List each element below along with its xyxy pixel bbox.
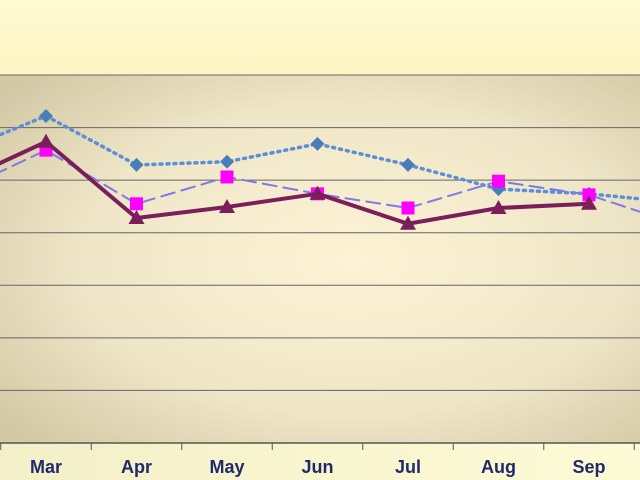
marker [38,133,54,148]
marker [130,197,143,211]
marker [490,200,507,215]
marker [581,195,597,210]
background [0,0,640,75]
marker [220,154,234,169]
marker [400,215,416,230]
x-tick-label: Apr [121,457,152,477]
marker [401,157,415,172]
marker [582,188,596,202]
x-tick-label: Jun [301,457,333,477]
marker [220,170,234,184]
marker [129,157,144,172]
marker [128,209,145,224]
marker [219,198,235,213]
x-tick-label: Jul [395,457,421,477]
x-tick-label: Sep [572,457,605,477]
plot-area [0,75,640,443]
x-tick-label: Mar [30,457,62,477]
x-tick-label: May [209,457,244,477]
marker [310,136,325,151]
marker [492,174,505,188]
marker [309,185,326,200]
marker [401,201,415,215]
axis-area [0,443,640,480]
x-tick-label: Aug [481,457,516,477]
series-line [0,139,591,226]
marker [39,109,53,124]
